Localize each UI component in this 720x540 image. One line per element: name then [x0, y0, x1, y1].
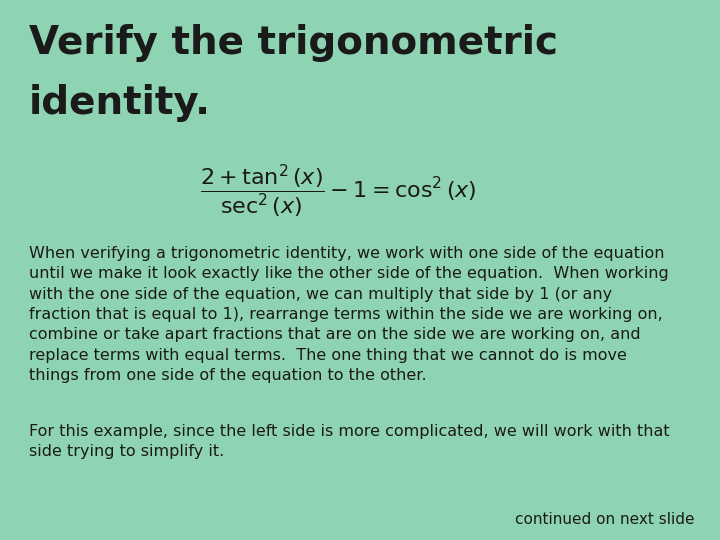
Text: identity.: identity. — [29, 84, 211, 122]
Text: $\dfrac{2+\tan^2(x)}{\sec^2(x)}-1=\cos^2(x)$: $\dfrac{2+\tan^2(x)}{\sec^2(x)}-1=\cos^2… — [200, 162, 477, 220]
Text: Verify the trigonometric: Verify the trigonometric — [29, 24, 558, 62]
Text: continued on next slide: continued on next slide — [516, 511, 695, 526]
Text: When verifying a trigonometric identity, we work with one side of the equation
u: When verifying a trigonometric identity,… — [29, 246, 669, 383]
Text: For this example, since the left side is more complicated, we will work with tha: For this example, since the left side is… — [29, 424, 670, 460]
